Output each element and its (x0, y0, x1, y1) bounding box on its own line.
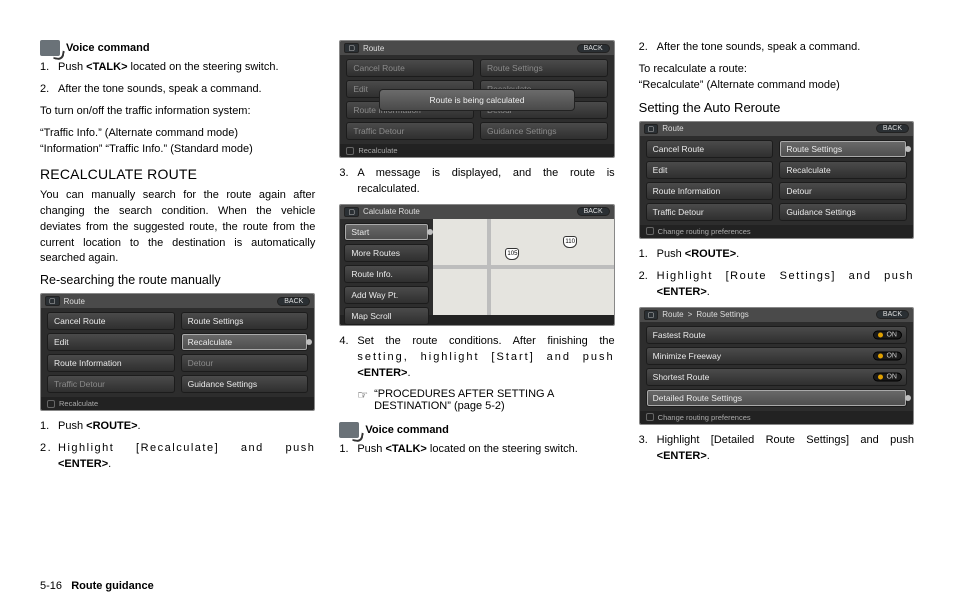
page-number: 5-16 (40, 580, 62, 592)
route-shield-icon: 105 (505, 248, 519, 260)
back-button: BACK (577, 207, 610, 216)
cross-reference: ☞ “PROCEDURES AFTER SETTING A DESTINATIO… (357, 388, 614, 412)
column-1: Voice command Push <TALK> located on the… (40, 40, 315, 479)
list-item: After the tone sounds, speak a command. (40, 82, 315, 98)
menu-item: Shortest RouteON (646, 368, 907, 386)
voice-steps-1: Push <TALK> located on the steering swit… (40, 60, 315, 98)
menu-item: Route Settings (181, 312, 309, 330)
menu-item-selected: Recalculate (181, 333, 309, 351)
list-item: Set the route conditions. After finishin… (339, 334, 614, 382)
voice-command-heading: Voice command (40, 40, 315, 56)
recalculate-heading: RECALCULATE ROUTE (40, 166, 315, 182)
voice-command-icon (40, 40, 60, 56)
list-item: After the tone sounds, speak a command. (639, 40, 914, 56)
list-item: Highlight [Recalculate] and push <ENTER>… (40, 441, 315, 473)
research-heading: Re-searching the route manually (40, 273, 315, 287)
back-button: BACK (577, 44, 610, 53)
route-shield-icon: 110 (563, 236, 577, 248)
voice-command-icon (339, 422, 359, 438)
col3-top-steps: After the tone sounds, speak a command. (639, 40, 914, 56)
research-steps: Push <ROUTE>. Highlight [Recalculate] an… (40, 419, 315, 473)
list-item: Push <TALK> located on the steering swit… (339, 442, 614, 458)
menu-item-selected: Detailed Route Settings (646, 389, 907, 407)
menu-item: Traffic Detour (47, 375, 175, 393)
voice-command-heading: Voice command (339, 422, 614, 438)
device-header: ▢Calculate Route BACK (340, 205, 613, 219)
column-2: ▢Route BACK Cancel Route Route Settings … (339, 40, 614, 479)
traffic-intro: To turn on/off the traffic information s… (40, 104, 315, 120)
reference-text: “PROCEDURES AFTER SETTING A DESTINATION”… (374, 388, 615, 412)
overlay-message: Route is being calculated (379, 89, 576, 111)
col2-steps-2: Set the route conditions. After finishin… (339, 334, 614, 382)
menu-item: Fastest RouteON (646, 326, 907, 344)
voice-command-label: Voice command (66, 42, 150, 54)
menu-item: Detour (181, 354, 309, 372)
col3-steps-a: Push <ROUTE>. Highlight [Route Settings]… (639, 247, 914, 301)
list-item: Highlight [Detailed Route Settings] and … (639, 433, 914, 465)
list-item: Push <ROUTE>. (639, 247, 914, 263)
menu-item: Cancel Route (47, 312, 175, 330)
traffic-line-1: “Traffic Info.” (Alternate command mode) (40, 126, 315, 142)
nav-screenshot-route-menu: ▢Route BACK Cancel Route Route Settings … (40, 293, 315, 411)
toggle-on: ON (873, 330, 902, 339)
voice-steps-2: Push <TALK> located on the steering swit… (339, 442, 614, 458)
traffic-line-2: “Information” “Traffic Info.” (Standard … (40, 142, 315, 158)
menu-item: Route Information (47, 354, 175, 372)
nav-screenshot-calculating: ▢Route BACK Cancel Route Route Settings … (339, 40, 614, 158)
map-area: 105 110 (433, 219, 613, 315)
column-3: After the tone sounds, speak a command. … (639, 40, 914, 479)
list-item: Highlight [Route Settings] and push <ENT… (639, 269, 914, 301)
col3-steps-b: Highlight [Detailed Route Settings] and … (639, 433, 914, 465)
page-footer: 5-16 Route guidance (40, 580, 154, 592)
recalc-intro: To recalculate a route: (639, 62, 914, 78)
auto-reroute-heading: Setting the Auto Reroute (639, 100, 914, 115)
nav-screenshot-map: ▢Calculate Route BACK Start More Routes … (339, 204, 614, 326)
menu-item: Minimize FreewayON (646, 347, 907, 365)
list-item: Push <ROUTE>. (40, 419, 315, 435)
nav-screenshot-route-settings-list: ▢Route > Route SettingsBACK Fastest Rout… (639, 307, 914, 425)
recalc-mode: “Recalculate” (Alternate command mode) (639, 78, 914, 94)
reference-icon: ☞ (357, 388, 368, 412)
menu-item: Edit (47, 333, 175, 351)
menu-grid: Cancel Route Route Settings Edit Recalcu… (47, 312, 308, 393)
section-title: Route guidance (71, 580, 154, 592)
device-header: ▢Route BACK (340, 41, 613, 55)
device-footer: Recalculate (41, 397, 314, 410)
nav-screenshot-route-settings-sel: ▢RouteBACK Cancel Route Route Settings E… (639, 121, 914, 239)
list-item: Push <TALK> located on the steering swit… (40, 60, 315, 76)
list-item: A message is displayed, and the route is… (339, 166, 614, 198)
device-header: ▢Route BACK (41, 294, 314, 308)
col2-steps: A message is displayed, and the route is… (339, 166, 614, 198)
menu-item: Guidance Settings (181, 375, 309, 393)
map-side-menu: Start More Routes Route Info. Add Way Pt… (340, 219, 433, 315)
recalculate-body: You can manually search for the route ag… (40, 188, 315, 268)
back-button: BACK (277, 297, 310, 306)
